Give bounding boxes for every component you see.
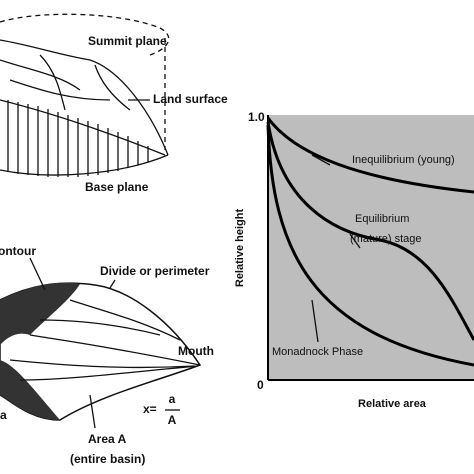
leader [311,154,331,166]
label: ontour [0,244,36,258]
leader [29,257,46,291]
curve-label: Inequilibrium (young) [352,154,455,166]
leader [89,394,96,429]
y-axis-label: Relative height [234,209,246,288]
label: Area A [88,432,127,446]
y-max-label: 1.0 [248,110,265,124]
dark-zone [0,282,80,345]
label: Mouth [178,344,214,358]
plot-area [268,115,474,380]
land-surface [0,39,169,156]
block-diagram [0,13,170,177]
formula: x= [143,402,157,416]
label: Land surface [153,92,228,106]
curve-label: Equilibrium [355,213,409,225]
contours [9,299,201,381]
hatching [7,100,149,177]
label: Summit plane [88,34,167,48]
leader [109,279,116,289]
label: Divide or perimeter [100,264,210,278]
leader [311,299,319,343]
label: (entire basin) [70,452,145,466]
base-curve [0,154,169,176]
dark-zone [0,360,60,420]
label: Base plane [85,180,149,194]
label: a [0,408,7,422]
terrain-lines [0,54,166,156]
origin-label: 0 [257,378,264,392]
hypsometric-graph [266,115,474,381]
mature-curve [266,121,474,341]
leader [349,233,361,249]
curve-label: Monadnock Phase [272,346,363,358]
formula: a [169,392,176,406]
x-axis-label: Relative area [358,398,427,410]
curve-label: (mature) stage [350,233,422,245]
summit-ellipse [0,13,170,56]
formula: A [168,413,177,427]
monadnock-curve [266,124,474,367]
young-curve [266,117,474,194]
basin-diagram [0,257,202,429]
